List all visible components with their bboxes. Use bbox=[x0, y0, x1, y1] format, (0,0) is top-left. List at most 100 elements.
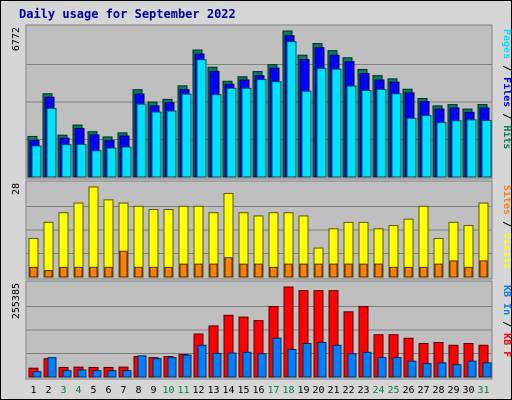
bar-kbytes-kb-in-day-26 bbox=[407, 360, 417, 378]
bar-visits-sites-day-1 bbox=[29, 266, 38, 278]
bar-visits-sites-day-11 bbox=[179, 263, 188, 278]
panel-pages-max-label: 6772 bbox=[11, 27, 22, 51]
x-tick-label-day-21: 21 bbox=[327, 385, 339, 396]
bar-visits-sites-day-9 bbox=[149, 266, 158, 278]
panel-visits-legend: Sites / Visits bbox=[501, 185, 511, 269]
bar-visits-visits-day-6 bbox=[103, 199, 114, 278]
bar-kbytes-kb-in-day-21 bbox=[332, 344, 342, 378]
bar-kbytes-kb-in-day-15 bbox=[242, 351, 252, 378]
bar-visits-sites-day-4 bbox=[74, 266, 83, 278]
bar-visits-sites-day-12 bbox=[194, 263, 203, 278]
bar-kbytes-kb-in-day-24 bbox=[377, 357, 387, 378]
x-tick-label-day-29: 29 bbox=[447, 385, 459, 396]
bar-visits-sites-day-13 bbox=[209, 263, 218, 278]
panel-kbytes-max-label: 255385 bbox=[11, 283, 22, 319]
bar-pages-pages-day-15 bbox=[241, 87, 252, 178]
x-tick-label-day-9: 9 bbox=[150, 385, 156, 396]
x-tick-label-day-12: 12 bbox=[192, 385, 204, 396]
x-tick-label-day-30: 30 bbox=[462, 385, 474, 396]
bar-kbytes-kb-in-day-7 bbox=[122, 370, 132, 378]
x-tick-label-day-6: 6 bbox=[105, 385, 111, 396]
bar-pages-pages-day-10 bbox=[166, 110, 177, 178]
bar-kbytes-kb-in-day-10 bbox=[167, 357, 177, 378]
bar-kbytes-kb-in-day-17 bbox=[272, 337, 282, 378]
bar-pages-pages-day-21 bbox=[331, 68, 342, 178]
x-tick-label-day-20: 20 bbox=[312, 385, 324, 396]
x-tick-label-day-10: 10 bbox=[162, 385, 174, 396]
x-tick-label-day-14: 14 bbox=[222, 385, 234, 396]
x-tick-label-day-25: 25 bbox=[387, 385, 399, 396]
bar-kbytes-kb-in-day-12 bbox=[197, 344, 207, 378]
bar-pages-pages-day-12 bbox=[196, 59, 207, 178]
x-tick-label-day-27: 27 bbox=[417, 385, 429, 396]
bar-pages-pages-day-22 bbox=[346, 85, 357, 178]
x-tick-label-day-31: 31 bbox=[477, 385, 489, 396]
bar-pages-pages-day-5 bbox=[91, 150, 102, 178]
bar-kbytes-kb-in-day-16 bbox=[257, 353, 267, 378]
bar-visits-sites-day-18 bbox=[284, 263, 293, 278]
chart-title: Daily usage for September 2022 bbox=[19, 7, 236, 21]
bar-visits-visits-day-4 bbox=[73, 202, 84, 278]
x-tick-label-day-23: 23 bbox=[357, 385, 369, 396]
bar-pages-pages-day-1 bbox=[31, 145, 42, 178]
x-tick-label-day-16: 16 bbox=[252, 385, 264, 396]
bar-visits-visits-day-8 bbox=[133, 205, 144, 278]
bar-pages-pages-day-27 bbox=[421, 115, 432, 178]
bar-pages-pages-day-23 bbox=[361, 90, 372, 178]
bar-visits-sites-day-5 bbox=[89, 266, 98, 278]
bar-kbytes-kb-in-day-13 bbox=[212, 352, 222, 378]
bar-pages-pages-day-28 bbox=[436, 122, 447, 178]
legend-separator: / bbox=[501, 315, 511, 333]
legend-separator: / bbox=[501, 107, 511, 125]
bar-kbytes-kb-in-day-1 bbox=[32, 371, 42, 378]
bar-visits-sites-day-24 bbox=[374, 263, 383, 278]
bar-visits-visits-day-5 bbox=[88, 186, 99, 278]
bar-visits-sites-day-3 bbox=[59, 266, 68, 278]
bar-visits-sites-day-23 bbox=[359, 263, 368, 278]
bar-pages-pages-day-4 bbox=[76, 143, 87, 178]
bar-kbytes-kb-in-day-4 bbox=[77, 369, 87, 378]
x-tick-label-day-17: 17 bbox=[267, 385, 279, 396]
bar-pages-pages-day-26 bbox=[406, 117, 417, 178]
bar-visits-sites-day-30 bbox=[464, 266, 473, 278]
bar-kbytes-kb-in-day-31 bbox=[482, 362, 492, 378]
panel-kbytes-legend-text: KB In / KB F bbox=[501, 285, 511, 357]
bar-pages-pages-day-2 bbox=[46, 107, 57, 178]
bar-pages-pages-day-7 bbox=[121, 146, 132, 178]
bar-kbytes-kb-in-day-8 bbox=[137, 355, 147, 378]
bar-visits-sites-day-29 bbox=[449, 260, 458, 278]
bar-pages-pages-day-20 bbox=[316, 68, 327, 178]
bar-kbytes-kb-in-day-19 bbox=[302, 343, 312, 378]
bar-kbytes-kb-in-day-29 bbox=[452, 364, 462, 378]
bar-kbytes-kb-in-day-9 bbox=[152, 358, 162, 378]
legend-entry-sites: Sites bbox=[501, 185, 511, 215]
bar-pages-pages-day-8 bbox=[136, 103, 147, 178]
bar-pages-pages-day-29 bbox=[451, 120, 462, 178]
bar-visits-visits-day-27 bbox=[418, 205, 429, 278]
x-tick-label-day-28: 28 bbox=[432, 385, 444, 396]
x-tick-label-day-24: 24 bbox=[372, 385, 384, 396]
legend-separator: / bbox=[501, 215, 511, 233]
x-tick-label-day-8: 8 bbox=[135, 385, 141, 396]
bar-visits-sites-day-10 bbox=[164, 266, 173, 278]
bar-kbytes-kb-in-day-6 bbox=[107, 370, 117, 378]
panel-kbytes: 255385 KB In / KB F bbox=[11, 280, 511, 380]
bar-kbytes-kb-in-day-5 bbox=[92, 370, 102, 378]
bar-pages-pages-day-18 bbox=[286, 41, 297, 178]
bar-kbytes-kb-in-day-30 bbox=[467, 360, 477, 378]
panel-visits-max-label: 28 bbox=[11, 183, 22, 195]
panel-pages-legend: Pages / Files / Hits bbox=[501, 29, 511, 149]
x-tick-label-day-11: 11 bbox=[177, 385, 189, 396]
legend-entry-kb-f: KB F bbox=[501, 333, 511, 357]
x-tick-label-day-3: 3 bbox=[60, 385, 66, 396]
bar-visits-sites-day-2 bbox=[44, 270, 53, 278]
bar-kbytes-kb-in-day-22 bbox=[347, 353, 357, 378]
legend-separator: / bbox=[501, 59, 511, 77]
bar-visits-sites-day-25 bbox=[389, 266, 398, 278]
bar-visits-sites-day-21 bbox=[329, 263, 338, 278]
bar-pages-pages-day-6 bbox=[106, 147, 117, 178]
x-tick-label-day-2: 2 bbox=[45, 385, 51, 396]
bar-visits-sites-day-22 bbox=[344, 263, 353, 278]
x-tick-label-day-26: 26 bbox=[402, 385, 414, 396]
